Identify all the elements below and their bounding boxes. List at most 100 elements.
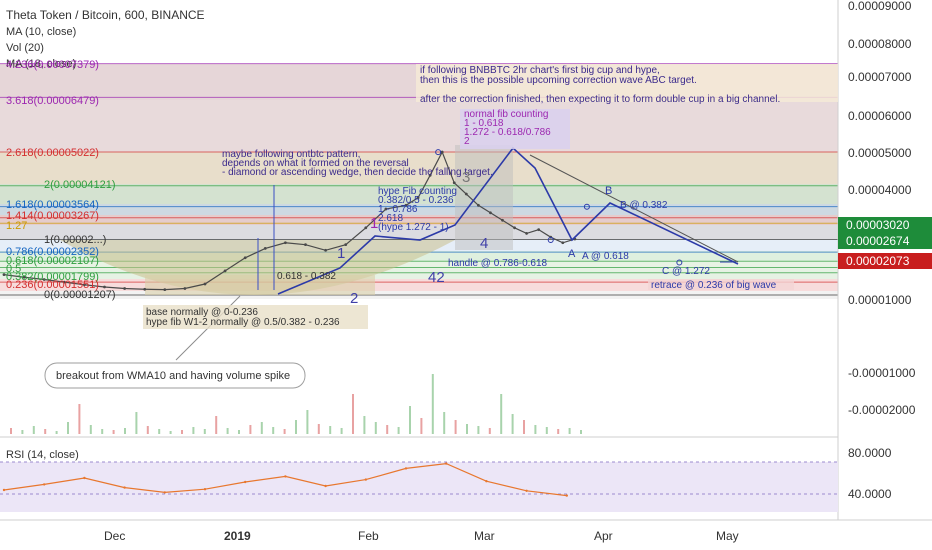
hype-fib-note: (hype 1.272 - 1): [378, 222, 449, 233]
price-point: [489, 211, 492, 215]
rsi-point: [565, 494, 568, 497]
price-badge: 0.00003020: [846, 218, 910, 232]
volume-bar: [101, 429, 104, 434]
price-tick: 0.00004000: [848, 183, 912, 197]
volume-bar: [89, 425, 92, 434]
fib-label: 0.618(0.00002107): [6, 255, 99, 267]
rsi-point: [43, 483, 46, 486]
volume-bar: [386, 425, 389, 434]
fib-label: 1.414(0.00003267): [6, 210, 99, 222]
volume-bar: [192, 427, 195, 434]
price-point: [464, 192, 468, 196]
volume-bar: [317, 424, 320, 434]
price-point: [364, 226, 368, 230]
normal-fib-note: 1 - 0.618: [464, 118, 504, 129]
bnbbtc-note: if following BNBBTC 2hr chart's first bi…: [420, 65, 660, 76]
wave-label: B: [605, 185, 612, 197]
band-127-1: [0, 225, 838, 239]
wave-label: 1: [370, 215, 378, 232]
price-point: [513, 226, 516, 230]
ontbtc-note: maybe following ontbtc pattern,: [222, 149, 360, 160]
volume-bar: [55, 431, 58, 434]
price-tick: 0.00008000: [848, 37, 912, 51]
volume-bar: [306, 410, 309, 434]
volume-bar: [112, 430, 115, 434]
volume-bar: [10, 428, 12, 434]
projection-point: [547, 237, 554, 244]
wave-label: 4: [480, 235, 488, 252]
price-tick: 0.00007000: [848, 70, 912, 84]
volume-bar: [21, 430, 24, 434]
fib-label: 0(0.00001207): [44, 289, 116, 301]
fib-label: 1.618(0.00003564): [6, 199, 99, 211]
volume-bar: [580, 430, 582, 434]
wave-label: 2: [350, 290, 358, 307]
price-point: [501, 218, 504, 222]
fib-label: 4.236(0.00007379): [6, 59, 99, 71]
c-target: C @ 1.272: [662, 266, 710, 277]
time-label: May: [716, 529, 739, 543]
price-point: [476, 203, 480, 207]
projection-point: [583, 203, 590, 210]
rsi-tick: 40.0000: [848, 487, 892, 501]
wave-label: 3: [462, 169, 470, 186]
price-badge-bg: [838, 253, 932, 269]
rsi-tick: 80.0000: [848, 446, 892, 460]
band-1414-127: [0, 215, 838, 225]
symbol-title: Theta Token / Bitcoin, 600, BINANCE: [6, 8, 205, 22]
band-3618-2618: [0, 100, 838, 152]
rsi-point: [123, 486, 126, 489]
normal-fib-bg: [460, 109, 570, 149]
wave-label: 1: [337, 245, 345, 262]
volume-bar: [397, 427, 400, 434]
volume-bar: [340, 428, 343, 434]
price-tick: -0.00001000: [848, 366, 916, 380]
volume-bar: [135, 412, 138, 434]
price-tick: -0.00002000: [848, 403, 916, 417]
volume-bar: [329, 426, 332, 434]
price-point: [62, 280, 66, 284]
volume-bar: [431, 374, 434, 434]
price-point: [344, 243, 348, 247]
wave-labels: 1 2 3 4 42 1 A B: [337, 169, 612, 307]
volume-bar: [454, 420, 457, 434]
price-axis: 0.00009000 0.00008000 0.00007000 0.00006…: [848, 0, 916, 501]
price-point: [2, 273, 6, 277]
rsi-point: [83, 476, 86, 480]
wave3-box: [455, 145, 513, 250]
wave-path: [277, 146, 739, 295]
price-point: [304, 243, 307, 247]
base-note: hype fib W1-2 normally @ 0.5/0.382 - 0.2…: [146, 317, 340, 328]
projection-point: [435, 149, 442, 156]
rsi-point: [525, 489, 528, 492]
price-point: [243, 256, 247, 260]
wave-label: A: [568, 248, 576, 260]
hype-fib-note: 2.618: [378, 213, 403, 224]
fib-label: 2.618(0.00005022): [6, 147, 99, 159]
band-0618-05: [0, 261, 838, 269]
price-badge-bg: [838, 217, 932, 233]
volume-bar: [226, 428, 229, 434]
volume-bar: [169, 431, 172, 434]
volume-bar: [124, 428, 126, 434]
price-point: [537, 228, 541, 232]
volume-bar: [511, 414, 514, 434]
volume-bar: [260, 422, 263, 434]
band-1618-1414: [0, 204, 838, 215]
time-label: Dec: [104, 529, 125, 543]
volume-bar: [420, 418, 423, 434]
normal-fib-note: 2: [464, 136, 470, 147]
volume-bar: [568, 428, 571, 434]
volume-bar: [363, 416, 366, 434]
volume-bar: [409, 406, 411, 434]
bnbbtc-note: then this is the possible upcoming corre…: [420, 75, 697, 86]
price-badge: 0.00002674: [846, 234, 910, 248]
band-05-0382: [0, 269, 838, 279]
rsi-layer: [2, 462, 568, 497]
ontbtc-note: depends on what it formed on the reversa…: [222, 158, 409, 169]
rsi-point: [404, 467, 408, 470]
volume-bar: [272, 427, 275, 434]
price-point: [183, 287, 187, 290]
volume-bar: [249, 425, 252, 434]
volume-bar: [146, 426, 149, 434]
